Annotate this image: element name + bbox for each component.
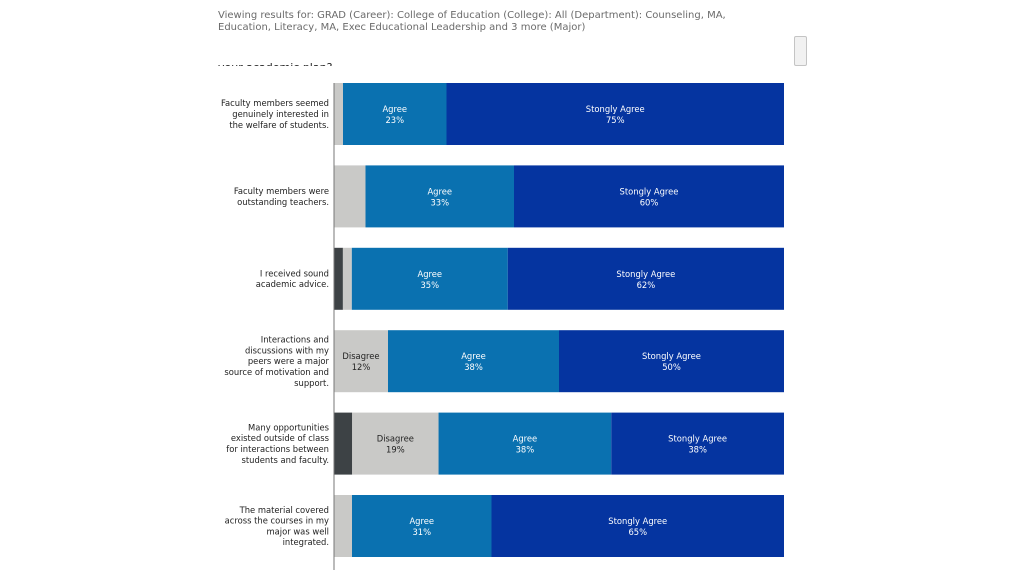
segment-value-label: 31% <box>412 527 431 537</box>
bar-segment-disagree <box>342 247 352 310</box>
bar-segment-disagree <box>334 330 388 393</box>
bar-segment-agree <box>352 495 492 557</box>
segment-value-label: 75% <box>606 115 625 125</box>
segment-series-label: Agree <box>409 516 434 526</box>
segment-value-label: 65% <box>628 527 647 537</box>
segment-value-label: 38% <box>516 445 535 455</box>
segment-series-label: Agree <box>513 434 538 444</box>
filter-description: Viewing results for: GRAD (Career): Coll… <box>218 10 726 33</box>
bar-segment-strongly-disagree <box>334 412 353 475</box>
segment-series-label: Disagree <box>377 434 414 444</box>
segment-series-label: Agree <box>382 104 407 114</box>
question-label: I received sound academic advice. <box>256 268 329 289</box>
segment-series-label: Stongly Agree <box>668 434 727 444</box>
bar-segment-stongly-agree <box>446 83 784 145</box>
bar-segment-stongly-agree <box>491 495 784 557</box>
bar-segment-disagree <box>334 495 352 557</box>
bar-segment-agree <box>388 330 559 393</box>
segment-series-label: Stongly Agree <box>586 104 645 114</box>
bar-segment-stongly-agree <box>514 165 784 228</box>
segment-series-label: Stongly Agree <box>642 351 701 361</box>
segment-series-label: Agree <box>461 351 486 361</box>
segment-series-label: Disagree <box>342 351 379 361</box>
segment-series-label: Stongly Agree <box>616 269 675 279</box>
bar-segment-agree <box>365 165 514 228</box>
question-label: Interactions and discussions with my peers… <box>224 335 329 388</box>
bar-segment-strongly-disagree <box>334 247 343 310</box>
scrollbar-thumb[interactable] <box>794 36 807 66</box>
bar-segment-disagree <box>334 165 366 228</box>
partial-question-text: your academic plan? <box>218 58 332 66</box>
question-label: Faculty members were outstanding teachers… <box>234 186 329 207</box>
bar-segment-agree <box>438 412 612 475</box>
segment-series-label: Agree <box>417 269 442 279</box>
segment-value-label: 23% <box>385 115 404 125</box>
segment-value-label: 50% <box>662 362 681 372</box>
segment-series-label: Agree <box>427 186 452 196</box>
bar-segment-stongly-agree <box>507 247 784 310</box>
bar-segment-stongly-agree <box>559 330 784 393</box>
bar-segment-agree <box>343 83 447 145</box>
segment-value-label: 19% <box>386 445 405 455</box>
bar-segment-disagree <box>334 83 343 145</box>
bar-segment-disagree <box>352 412 439 475</box>
segment-value-label: 38% <box>464 362 483 372</box>
segment-value-label: 60% <box>640 197 659 207</box>
segment-value-label: 12% <box>352 362 371 372</box>
segment-series-label: Stongly Agree <box>608 516 667 526</box>
segment-value-label: 38% <box>688 445 707 455</box>
segment-value-label: 33% <box>430 197 449 207</box>
question-label: Many opportunities existed outside of cla… <box>226 422 329 464</box>
bar-segment-agree <box>351 247 508 310</box>
bar-segment-stongly-agree <box>611 412 784 475</box>
segment-series-label: Stongly Agree <box>620 186 679 196</box>
question-label: Faculty members seemed genuinely interest… <box>221 98 329 130</box>
segment-value-label: 62% <box>637 280 656 290</box>
question-label: The material covered across the courses i… <box>225 505 329 547</box>
segment-value-label: 35% <box>420 280 439 290</box>
